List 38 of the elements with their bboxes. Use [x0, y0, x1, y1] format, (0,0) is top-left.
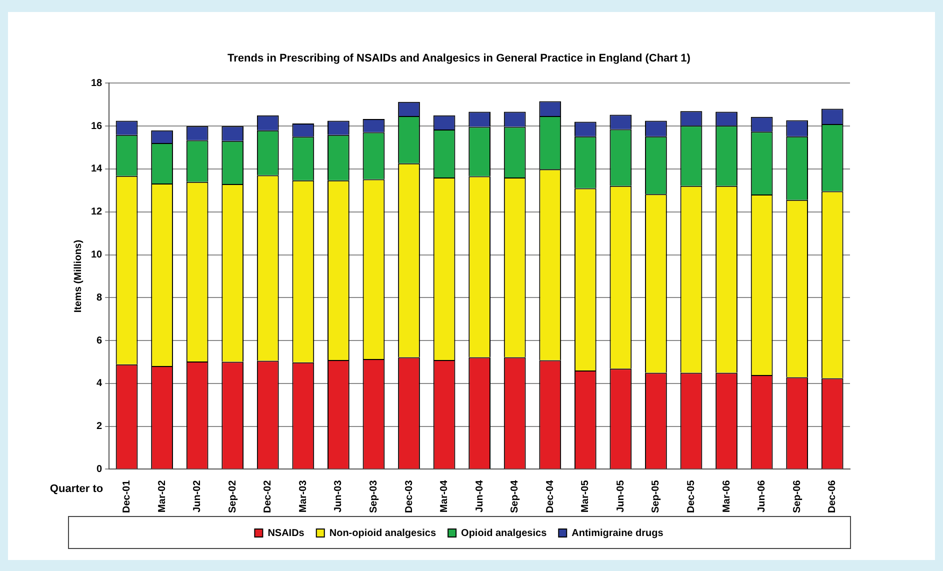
y-tick-label: 8: [96, 292, 103, 304]
legend-label: Opioid analgesics: [461, 528, 548, 539]
legend-label: Non-opioid analgesics: [329, 528, 436, 539]
x-axis-title: Quarter to: [50, 483, 104, 496]
chart-title: Trends in Prescribing of NSAIDs and Analgesics in General Practice in England (Chart 1): [228, 52, 691, 65]
y-tick-label: 18: [91, 78, 103, 89]
x-tick-label: Mar-05: [580, 480, 592, 512]
x-tick-label: Dec-02: [262, 480, 274, 514]
x-tick-label: Sep-05: [650, 480, 662, 513]
x-tick-label: Mar-06: [721, 480, 732, 512]
legend-label: NSAIDs: [268, 528, 305, 539]
x-tick-label: Jun-03: [333, 480, 344, 512]
y-axis-title: Items (Millions): [72, 240, 84, 313]
x-tick-label: Dec-05: [686, 480, 697, 514]
y-tick-label: 12: [91, 206, 103, 218]
x-tick-label: Jun-02: [192, 480, 204, 512]
x-tick-label: Dec-03: [404, 480, 415, 514]
x-tick-label: Mar-02: [156, 480, 168, 512]
x-tick-label: Mar-04: [439, 480, 450, 512]
x-tick-label: Sep-02: [227, 480, 238, 513]
y-tick-label: 6: [96, 335, 103, 346]
legend-label: Antimigraine drugs: [572, 528, 664, 539]
x-tick-label: Dec-04: [544, 480, 556, 514]
y-tick-label: 16: [91, 120, 103, 132]
x-tick-label: Mar-03: [298, 480, 309, 512]
x-tick-label: Dec-06: [827, 480, 838, 514]
x-tick-label: Sep-03: [368, 480, 380, 513]
x-tick-label: Jun-05: [615, 480, 626, 512]
x-tick-label: Sep-04: [510, 480, 521, 513]
y-tick-label: 4: [96, 378, 103, 390]
x-tick-label: Jun-06: [756, 480, 768, 512]
y-tick-label: 10: [91, 250, 103, 261]
x-tick-label: Jun-04: [474, 480, 486, 512]
y-tick-label: 0: [96, 464, 103, 475]
x-tick-label: Sep-06: [792, 480, 803, 513]
y-tick-label: 2: [96, 421, 103, 432]
y-tick-label: 14: [91, 164, 103, 175]
x-tick-label: Dec-01: [122, 480, 133, 514]
